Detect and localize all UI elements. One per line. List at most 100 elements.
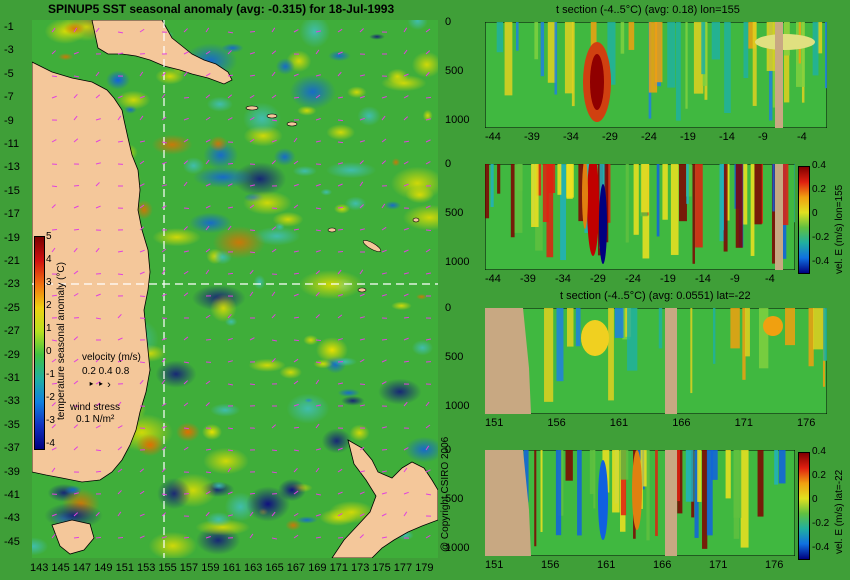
velocity-arrow (161, 379, 166, 385)
map-x-tick: 149 (94, 562, 113, 574)
map-y-tick: -45 (4, 535, 20, 548)
map-y-tick: -25 (4, 301, 20, 314)
section-x-tick: -39 (520, 273, 536, 285)
velocity-arrow (51, 467, 56, 473)
velocity-arrow (293, 29, 299, 33)
section-streak (740, 450, 749, 548)
section-streak (695, 164, 703, 248)
section-streak (564, 22, 574, 94)
anomaly-patch (357, 106, 381, 126)
velocity-arrow (381, 448, 388, 451)
section-y-tick: 500 (445, 65, 464, 77)
map-y-tick: -35 (4, 418, 20, 431)
map-y-tick: -27 (4, 325, 20, 338)
velocity-arrow (227, 225, 232, 231)
velocity-arrow (403, 360, 410, 363)
velocity-arrow (425, 338, 432, 341)
velocity-arrow (183, 446, 189, 451)
section-streak (757, 450, 764, 517)
section-streak (730, 308, 740, 349)
velocity-arrow (73, 492, 79, 495)
map-colorbar-tick: 5 (46, 231, 52, 242)
velocity-arrow (337, 162, 343, 165)
map-colorbar-label: temperature seasonal anomaly (°C) (56, 262, 67, 420)
velocity-arrow (315, 118, 321, 121)
anomaly-patch (242, 102, 282, 135)
velocity-arrow (293, 293, 299, 297)
velocity-arrow (73, 380, 79, 385)
anomaly-patch (273, 148, 296, 166)
velocity-arrow (425, 118, 431, 121)
section-streak (627, 308, 638, 371)
velocity-arrow (403, 447, 409, 451)
section-streak (670, 164, 679, 255)
anomaly-patch (286, 393, 330, 424)
velocity-arrow (337, 382, 344, 385)
section-streak (556, 308, 564, 382)
section-x-tick: -29 (602, 131, 618, 143)
velocity-arrow (205, 27, 210, 33)
velocity-arrow (95, 94, 101, 99)
map-y-tick: -21 (4, 255, 20, 267)
velocity-arrow (403, 491, 409, 495)
velocity-arrow (139, 249, 145, 253)
map-y-tick: -1 (4, 21, 14, 33)
section-streak (557, 164, 562, 195)
velocity-arrow (359, 140, 365, 143)
section-streak (542, 164, 549, 223)
colorbar-tick: -0.2 (812, 232, 830, 243)
section-x-tick: -14 (695, 273, 711, 285)
velocity-arrow (205, 94, 211, 99)
section-x-tick: 151 (485, 417, 504, 429)
velocity-arrow (425, 401, 430, 407)
velocity-arrow (359, 359, 365, 363)
velocity-arrow (183, 380, 188, 385)
velocity-arrow (95, 247, 100, 253)
velocity-arrow (205, 183, 211, 187)
anomaly-feature (246, 486, 290, 522)
velocity-arrow (337, 71, 342, 77)
section-streak (510, 164, 515, 238)
section-streak (702, 450, 708, 549)
anomaly-patch (325, 161, 377, 179)
wind-legend-scale: 0.1 N/m² (76, 414, 115, 425)
velocity-arrow (293, 339, 300, 342)
velocity-arrow (271, 119, 278, 122)
velocity-arrow (161, 512, 167, 517)
seafloor-land (485, 308, 531, 414)
velocity-arrow (161, 141, 168, 144)
velocity-arrow (293, 316, 300, 319)
velocity-arrow (205, 380, 211, 385)
section-streak (554, 22, 558, 95)
section-y-tick: 500 (445, 493, 464, 505)
section-streak (485, 164, 490, 219)
velocity-arrow (315, 514, 321, 517)
anomaly-patch (188, 212, 233, 234)
velocity-arrow (293, 426, 300, 429)
section-streak (612, 450, 620, 513)
velocity-arrow (139, 71, 144, 77)
velocity-arrow (337, 51, 343, 55)
section-streak (497, 164, 501, 194)
anomaly-patch (151, 134, 193, 155)
velocity-arrow (205, 225, 210, 231)
map-x-tick: 153 (137, 562, 156, 574)
velocity-arrow (315, 291, 320, 297)
anomaly-patch (206, 96, 233, 112)
anomaly-patch (289, 74, 336, 110)
section-streak (686, 164, 689, 204)
panel4-plot (485, 450, 795, 556)
velocity-arrow (359, 404, 365, 407)
velocity-arrow (205, 314, 211, 319)
panel3-title: t section (-4..5°C) (avg: 0.0551) lat=-2… (560, 290, 751, 302)
velocity-arrow (139, 95, 145, 99)
velocity-arrow (205, 338, 212, 341)
velocity-arrows (51, 27, 432, 540)
section-streak (701, 22, 706, 75)
section-streak (667, 22, 676, 88)
colorbar-tick: -0.4 (812, 256, 830, 267)
section-streak (535, 164, 543, 251)
velocity-arrow (161, 337, 167, 341)
velocity-arrow (425, 96, 432, 99)
velocity-arrow (139, 295, 146, 298)
